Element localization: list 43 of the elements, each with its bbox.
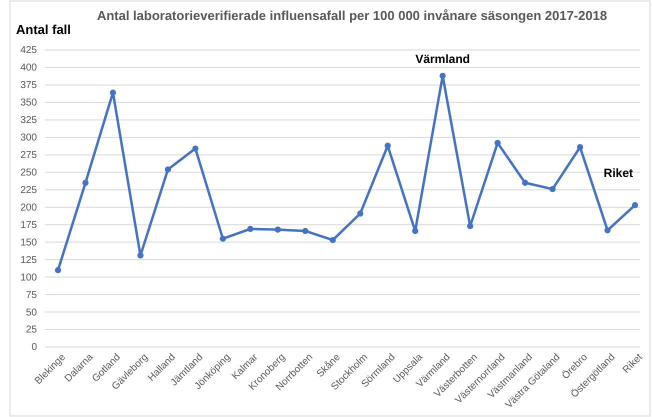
y-tick-label: 350 — [20, 98, 38, 109]
y-tick-label: 425 — [20, 45, 38, 56]
point — [302, 228, 308, 234]
point — [467, 223, 474, 230]
point — [632, 202, 638, 208]
point — [522, 180, 528, 186]
point — [54, 267, 62, 274]
point — [82, 180, 89, 186]
y-tick-label: 125 — [20, 254, 38, 266]
y-tick-label: 325 — [20, 115, 38, 126]
y-tick-label: 150 — [20, 237, 38, 248]
annotation: Riket — [604, 166, 634, 180]
y-tick-label: 375 — [20, 80, 38, 92]
y-tick-label: 400 — [20, 62, 38, 74]
y-tick-label: 225 — [20, 184, 38, 196]
point — [494, 140, 501, 146]
point — [549, 186, 556, 192]
y-tick-label: 300 — [20, 132, 38, 144]
point — [330, 236, 336, 244]
point — [110, 90, 116, 96]
point — [274, 226, 281, 233]
y-tick-label: 175 — [20, 220, 38, 231]
annotation: Värmland — [415, 52, 470, 66]
chart-title: Antal laboratorieverifierade influensafall per 100 000 invånare säsongen 2017-2018 — [96, 8, 608, 23]
y-tick-label: 25 — [26, 324, 38, 336]
point — [137, 252, 144, 259]
y-tick-label: 275 — [20, 150, 38, 162]
point — [412, 228, 418, 234]
point — [247, 226, 254, 232]
point — [604, 227, 611, 234]
y-tick-label: 100 — [20, 272, 38, 284]
point — [357, 210, 364, 217]
y-tick-label: 75 — [26, 290, 38, 301]
point — [192, 145, 198, 152]
point — [576, 144, 584, 150]
point — [440, 72, 446, 79]
y-tick-label: 50 — [26, 307, 38, 318]
point — [220, 236, 226, 242]
y-axis-title: Antal fall — [16, 22, 71, 37]
point — [164, 166, 171, 173]
y-tick-label: 0 — [31, 342, 38, 354]
y-tick-label: 200 — [20, 202, 38, 214]
y-tick-label: 250 — [20, 167, 38, 178]
